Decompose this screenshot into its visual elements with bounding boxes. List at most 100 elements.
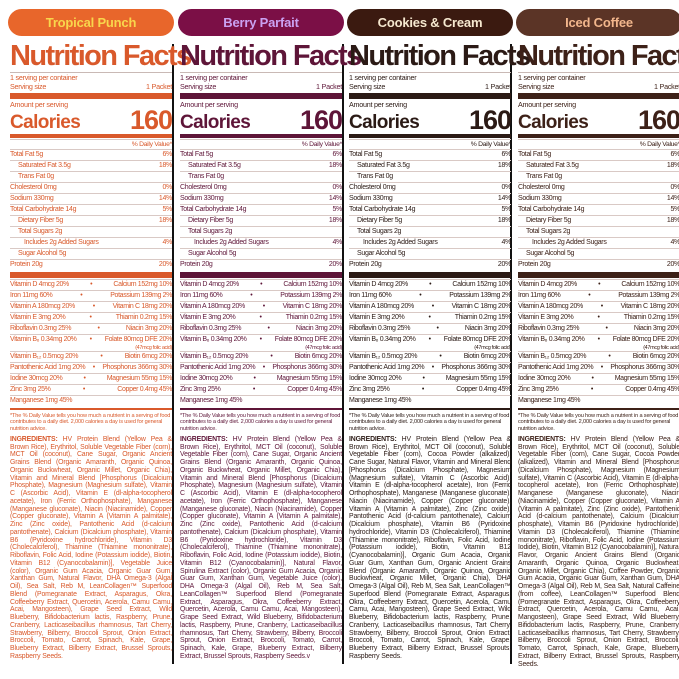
bullet: • (253, 375, 256, 382)
daily-value-header: % Daily Value* (10, 139, 172, 149)
nutrient-dv: 18% (158, 217, 172, 224)
vitamin-left: Manganese 1mg 45% (349, 397, 412, 404)
ingredients-label: INGREDIENTS: (10, 435, 58, 443)
nutrient-row: Total Fat 5g 6% (10, 149, 172, 160)
vitamin-right-label: Potassium 139mg 2% (449, 292, 511, 299)
nutrient-label: Sodium 330mg (349, 195, 393, 202)
nutrition-facts-title: Nutrition Facts (10, 40, 192, 72)
nutrient-label: Dietary Fiber 5g (188, 217, 233, 224)
bullet: • (90, 281, 93, 288)
nutrient-label: Total Sugars 2g (526, 228, 571, 235)
vitamin-right-label: Calcium 152mg 10% (113, 281, 172, 288)
vitamin-right: Niacin 3mg 20% (465, 324, 511, 334)
vitamin-left: Riboflavin 0.3mg 25% (518, 325, 580, 332)
nutrient-row: Total Fat 5g 6% (180, 149, 342, 160)
vitamin-right: Copper 0.4mg 45% (117, 385, 172, 395)
vitamin-right-label: Magnesium 55mg 15% (276, 375, 343, 382)
ingredients-list: HV Protein Blend (Yellow Pea & Brown Ric… (180, 435, 343, 660)
vitamin-right-label: Copper 0.4mg 45% (625, 386, 679, 393)
calories-row: Calories 160 (180, 107, 343, 134)
nutrient-dv: 0% (501, 184, 511, 191)
bullet: • (428, 336, 431, 343)
vitamin-right: Folate 80mcg DFE 20% (47mcg folic acid) (444, 336, 512, 351)
vitamin-row: Pantothenic Acid 1mg 20% • Phosphorus 366m… (180, 362, 342, 373)
vitamin-row: Vitamin B₆ 0.34mg 20% • Folate 80mcg DFE 2… (518, 334, 679, 351)
servings-per-container: 1 serving per container (180, 72, 342, 82)
serving-size-label: Serving size (10, 82, 47, 91)
vitamin-left: Vitamin A 180mcg 20% (10, 303, 75, 310)
vitamin-row: Vitamin B₁₂ 0.5mcg 20% • Biotin 6mcg 20% (349, 351, 511, 362)
vitamin-right-label: Copper 0.4mg 45% (117, 386, 172, 393)
vitamin-right: Magnesium 55mg 15% (615, 374, 679, 384)
nutrient-dv: 6% (501, 151, 511, 158)
vitamin-left: Vitamin B₆ 0.34mg 20% (180, 336, 247, 343)
thick-divider (180, 272, 342, 278)
vitamin-right: Thiamin 0.2mg 15% (286, 313, 343, 323)
vitamin-left: Manganese 1mg 45% (518, 397, 581, 404)
bullet: • (97, 325, 100, 332)
nutrient-label: Total Fat 5g (518, 151, 551, 158)
vitamin-right-label: Niacin 3mg 20% (464, 325, 511, 332)
vitamin-row: Iodine 30mcg 20% • Magnesium 55mg 15% (349, 373, 511, 384)
vitamin-row: Iron 11mg 60% • Potassium 139mg 2% (518, 290, 679, 301)
bullet: • (89, 336, 92, 343)
nutrient-row: Sodium 330mg 14% (518, 193, 679, 204)
nutrient-row: Sodium 330mg 14% (180, 193, 342, 204)
nutrient-row: Cholesterol 0mg 0% (180, 182, 342, 193)
vitamin-right: Vitamin C 18mg 20% (621, 302, 679, 312)
nutrition-panel: Tropical Punch Nutrition Facts 1 serving p… (8, 0, 192, 679)
vitamin-row: Vitamin B₆ 0.34mg 20% • Folate 80mcg DFE 2… (349, 334, 511, 351)
vitamin-right-label: Biotin 6mcg 20% (632, 353, 679, 360)
nutrient-label: Total Fat 5g (10, 151, 43, 158)
flavor-label: Cookies & Cream (347, 9, 513, 36)
nutrition-facts-title: Nutrition Facts (518, 40, 679, 72)
vitamin-row: Vitamin A 180mcg 20% • Vitamin C 18mg 20% (518, 301, 679, 312)
bullet: • (267, 325, 270, 332)
daily-value-header: % Daily Value* (180, 139, 342, 149)
calories-label: Calories (180, 112, 251, 133)
nutrient-label: Includes 2g Added Sugars (363, 239, 438, 246)
vitamin-right-label: Potassium 139mg 2% (280, 292, 342, 299)
calories-label: Calories (10, 112, 81, 133)
amount-per-serving: Amount per serving (349, 100, 407, 109)
nutrient-label: Total Sugars 2g (357, 228, 402, 235)
thick-divider (518, 272, 679, 278)
serving-size-row: Serving size 1 Packet (10, 82, 172, 91)
nutrient-dv: 14% (328, 195, 342, 202)
nutrient-row: Includes 2g Added Sugars 4% (349, 237, 511, 248)
vitamin-right: Potassium 139mg 2% (449, 291, 511, 301)
thick-divider (518, 93, 679, 99)
bullet: • (431, 364, 434, 371)
vitamin-right-label: Phosphorus 366mg 30% (272, 364, 342, 371)
vitamin-right: Copper 0.4mg 45% (625, 385, 679, 395)
vitamin-right-label: Phosphorus 366mg 30% (441, 364, 511, 371)
vitamin-row: Pantothenic Acid 1mg 20% • Phosphorus 366m… (518, 362, 679, 373)
nutrient-dv: 14% (158, 195, 172, 202)
bullet: • (422, 375, 425, 382)
vitamin-right-label: Thiamin 0.2mg 15% (623, 314, 679, 321)
daily-value-footnote: *The % Daily Value tells you how much a … (10, 408, 172, 432)
panel-divider (510, 44, 512, 664)
nutrient-dv: 4% (332, 239, 342, 246)
medium-divider (180, 134, 342, 138)
vitamin-right-label: Vitamin C 18mg 20% (620, 303, 679, 310)
vitamin-right-note: (47mcg folic acid) (135, 345, 172, 351)
vitamin-right-label: Thiamin 0.2mg 15% (454, 314, 512, 321)
daily-value-footnote: *The % Daily Value tells you how much a … (349, 408, 511, 432)
nutrient-dv: 20% (158, 261, 172, 268)
nutrient-row: Total Carbohydrate 14g 5% (518, 204, 679, 215)
vitamin-right-label: Biotin 6mcg 20% (463, 353, 512, 360)
vitamin-right: Thiamin 0.2mg 15% (624, 313, 679, 323)
vitamin-right-label: Magnesium 55mg 15% (106, 375, 173, 382)
vitamin-left: Zinc 3mg 25% (349, 386, 390, 393)
vitamin-right: Magnesium 55mg 15% (446, 374, 512, 384)
vitamin-left: Vitamin B₆ 0.34mg 20% (349, 336, 416, 343)
flavor-label: Berry Parfait (178, 9, 344, 36)
vitamin-row: Zinc 3mg 25% • Copper 0.4mg 45% (10, 384, 172, 395)
vitamin-right: Phosphorus 366mg 30% (441, 363, 511, 373)
daily-value-footnote: *The % Daily Value tells you how much a … (518, 408, 679, 432)
nutrient-row: Saturated Fat 3.5g 18% (10, 160, 172, 171)
nutrient-row: Saturated Fat 3.5g 18% (349, 160, 511, 171)
